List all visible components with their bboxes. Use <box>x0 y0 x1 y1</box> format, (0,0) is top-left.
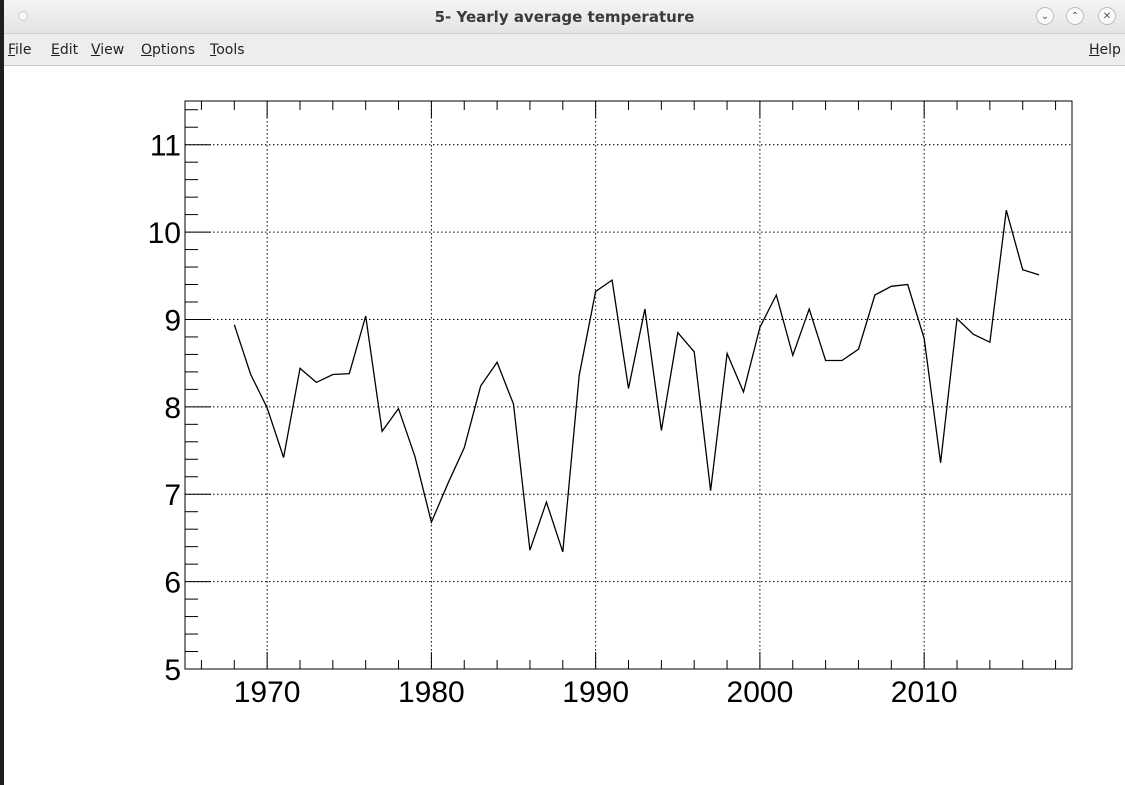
menu-edit[interactable]: Edit <box>51 42 79 58</box>
plot-canvas[interactable]: 1970 1980 1990 2000 2010 5 6 7 8 9 10 11 <box>4 66 1125 785</box>
window-title: 5- Yearly average temperature <box>434 8 695 26</box>
menu-help[interactable]: Help <box>1089 42 1121 58</box>
menu-bar: File Edit View Options Tools Help <box>4 34 1125 66</box>
title-bar[interactable]: 5- Yearly average temperature ⌄ ⌃ ✕ <box>4 0 1125 34</box>
x-tick-label: 1980 <box>398 676 465 709</box>
y-tick-label: 8 <box>164 392 181 425</box>
x-tick-label: 1990 <box>562 676 629 709</box>
close-icon[interactable]: ✕ <box>1098 7 1116 25</box>
x-tick-label: 1970 <box>234 676 301 709</box>
maximize-icon[interactable]: ⌃ <box>1066 7 1084 25</box>
y-tick-label: 5 <box>164 654 181 687</box>
menu-options[interactable]: Options <box>141 42 196 58</box>
x-tick-label: 2000 <box>727 676 794 709</box>
x-tick-label: 2010 <box>891 676 958 709</box>
y-tick-label: 10 <box>148 217 181 250</box>
window-menu-icon[interactable] <box>18 11 28 21</box>
menu-view[interactable]: View <box>91 42 125 58</box>
y-tick-label: 6 <box>164 567 181 600</box>
menu-tools[interactable]: Tools <box>210 42 245 58</box>
y-tick-label: 9 <box>164 304 181 337</box>
window-left-border <box>0 0 4 785</box>
y-tick-label: 11 <box>150 130 181 163</box>
minimize-icon[interactable]: ⌄ <box>1036 7 1054 25</box>
y-tick-label: 7 <box>164 479 181 512</box>
series-line <box>233 210 1040 553</box>
line-chart[interactable]: 1970 1980 1990 2000 2010 5 6 7 8 9 10 11 <box>4 66 1125 785</box>
menu-file[interactable]: File <box>8 42 32 58</box>
